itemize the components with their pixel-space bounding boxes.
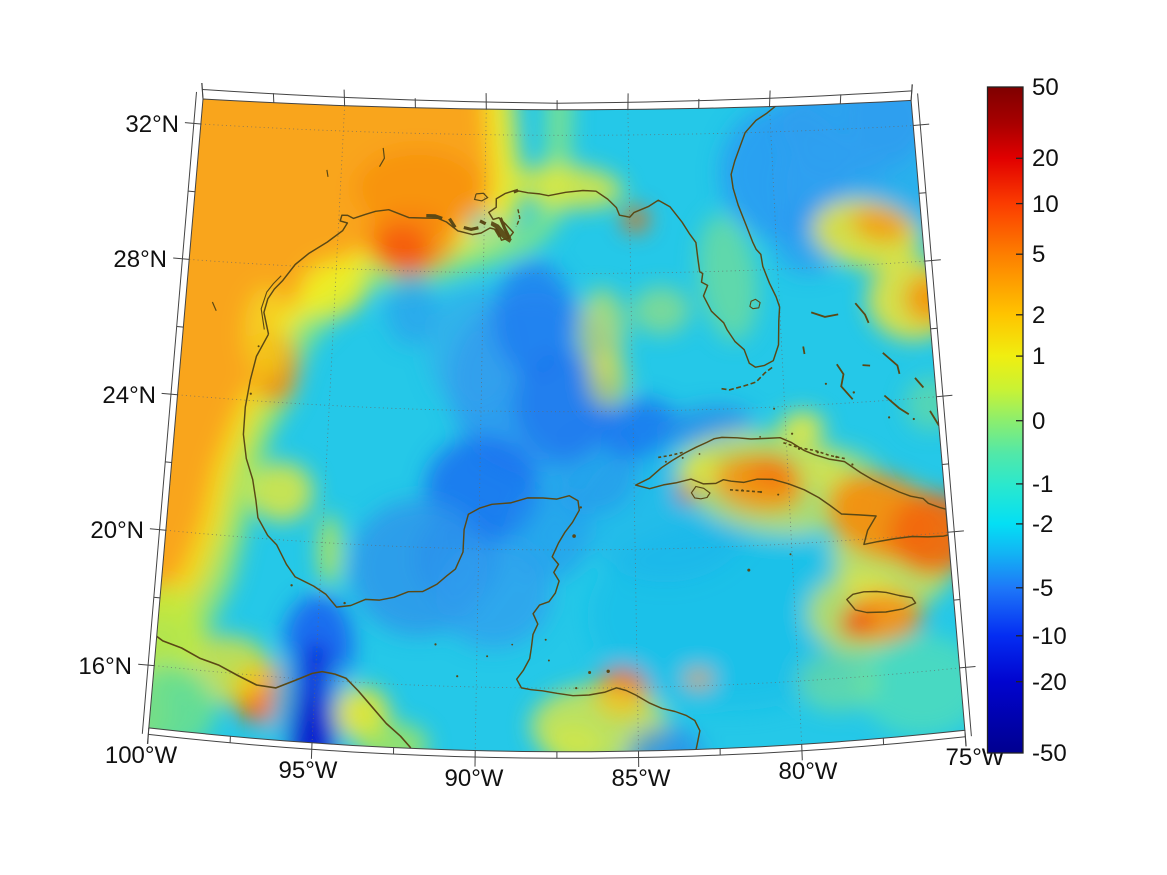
svg-text:24°N: 24°N — [102, 382, 156, 409]
svg-text:32°N: 32°N — [125, 111, 179, 138]
svg-text:-5: -5 — [1032, 575, 1053, 602]
svg-text:16°N: 16°N — [78, 653, 132, 680]
svg-text:20°N: 20°N — [90, 517, 144, 544]
svg-text:-1: -1 — [1032, 471, 1053, 498]
svg-text:2: 2 — [1032, 302, 1045, 329]
svg-text:-2: -2 — [1032, 511, 1053, 538]
svg-text:1: 1 — [1032, 343, 1045, 370]
svg-text:95°W: 95°W — [279, 757, 338, 784]
svg-text:20: 20 — [1032, 145, 1059, 172]
svg-text:90°W: 90°W — [445, 765, 504, 792]
svg-text:50: 50 — [1032, 74, 1059, 101]
svg-text:0: 0 — [1032, 408, 1045, 435]
svg-text:80°W: 80°W — [779, 758, 838, 785]
svg-text:-50: -50 — [1032, 740, 1067, 767]
svg-text:100°W: 100°W — [105, 742, 178, 769]
svg-text:-20: -20 — [1032, 669, 1067, 696]
svg-text:85°W: 85°W — [612, 765, 671, 792]
svg-text:-10: -10 — [1032, 623, 1067, 650]
svg-text:10: 10 — [1032, 191, 1059, 218]
svg-text:5: 5 — [1032, 241, 1045, 268]
svg-text:28°N: 28°N — [113, 246, 167, 273]
